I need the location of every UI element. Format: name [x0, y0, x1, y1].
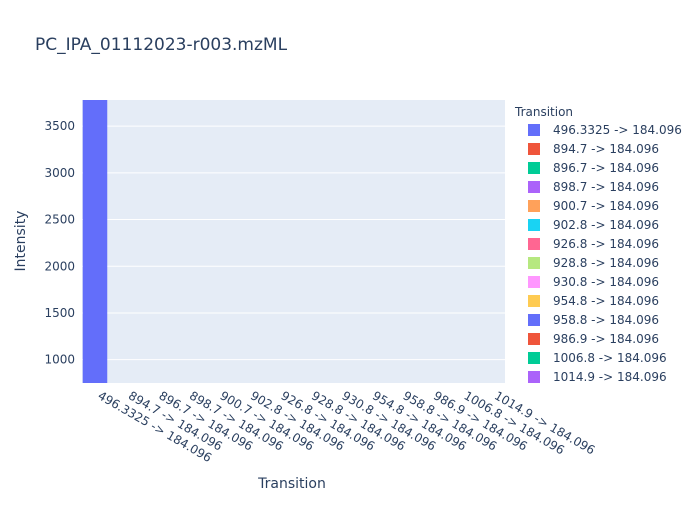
legend-item[interactable]: 926.8 -> 184.096: [528, 237, 659, 251]
legend-swatch: [528, 162, 540, 174]
legend-item[interactable]: 986.9 -> 184.096: [528, 332, 659, 346]
x-axis-title: Transition: [257, 476, 326, 492]
legend-label: 954.8 -> 184.096: [553, 294, 659, 308]
y-tick-label: 3000: [44, 166, 75, 180]
legend-label: 1014.9 -> 184.096: [553, 370, 667, 384]
legend-label: 930.8 -> 184.096: [553, 275, 659, 289]
legend-swatch: [528, 352, 540, 364]
legend-label: 900.7 -> 184.096: [553, 199, 659, 213]
plot-background: [80, 100, 505, 383]
y-axis-ticks: 1000 1500 2000 2500 3000 3500: [44, 119, 75, 366]
legend-item[interactable]: 898.7 -> 184.096: [528, 180, 659, 194]
legend-swatch: [528, 257, 540, 269]
y-tick-label: 1500: [44, 306, 75, 320]
legend-swatch: [528, 276, 540, 288]
legend-swatch: [528, 238, 540, 250]
legend-item[interactable]: 894.7 -> 184.096: [528, 142, 659, 156]
legend-swatch: [528, 371, 540, 383]
legend-label: 958.8 -> 184.096: [553, 313, 659, 327]
legend-swatch: [528, 295, 540, 307]
y-tick-label: 2500: [44, 213, 75, 227]
y-tick-label: 1000: [44, 353, 75, 367]
legend-label: 986.9 -> 184.096: [553, 332, 659, 346]
legend-item[interactable]: 896.7 -> 184.096: [528, 161, 659, 175]
legend-label: 926.8 -> 184.096: [553, 237, 659, 251]
legend-item[interactable]: 902.8 -> 184.096: [528, 218, 659, 232]
legend-swatch: [528, 181, 540, 193]
legend-label: 496.3325 -> 184.096: [553, 123, 682, 137]
legend-item[interactable]: 1014.9 -> 184.096: [528, 370, 667, 384]
legend-label: 902.8 -> 184.096: [553, 218, 659, 232]
legend-item[interactable]: 958.8 -> 184.096: [528, 313, 659, 327]
legend-item[interactable]: 496.3325 -> 184.096: [528, 123, 682, 137]
chart-title: PC_IPA_01112023-r003.mzML: [35, 35, 288, 55]
legend-label: 1006.8 -> 184.096: [553, 351, 667, 365]
legend-swatch: [528, 200, 540, 212]
legend-title: Transition: [514, 105, 573, 119]
legend-item[interactable]: 928.8 -> 184.096: [528, 256, 659, 270]
bar[interactable]: [82, 100, 108, 383]
legend-label: 898.7 -> 184.096: [553, 180, 659, 194]
y-axis-title: Intensity: [13, 211, 29, 272]
legend-item[interactable]: 954.8 -> 184.096: [528, 294, 659, 308]
legend-item[interactable]: 930.8 -> 184.096: [528, 275, 659, 289]
legend-swatch: [528, 333, 540, 345]
legend-item[interactable]: 900.7 -> 184.096: [528, 199, 659, 213]
legend[interactable]: Transition 496.3325 -> 184.096 894.7 -> 1…: [514, 105, 682, 384]
legend-label: 894.7 -> 184.096: [553, 142, 659, 156]
legend-item[interactable]: 1006.8 -> 184.096: [528, 351, 667, 365]
bars: [82, 100, 108, 383]
legend-label: 896.7 -> 184.096: [553, 161, 659, 175]
legend-swatch: [528, 143, 540, 155]
legend-label: 928.8 -> 184.096: [553, 256, 659, 270]
grid-lines: [80, 100, 505, 383]
legend-swatch: [528, 314, 540, 326]
y-tick-label: 3500: [44, 119, 75, 133]
legend-swatch: [528, 124, 540, 136]
legend-swatch: [528, 219, 540, 231]
y-tick-label: 2000: [44, 259, 75, 273]
